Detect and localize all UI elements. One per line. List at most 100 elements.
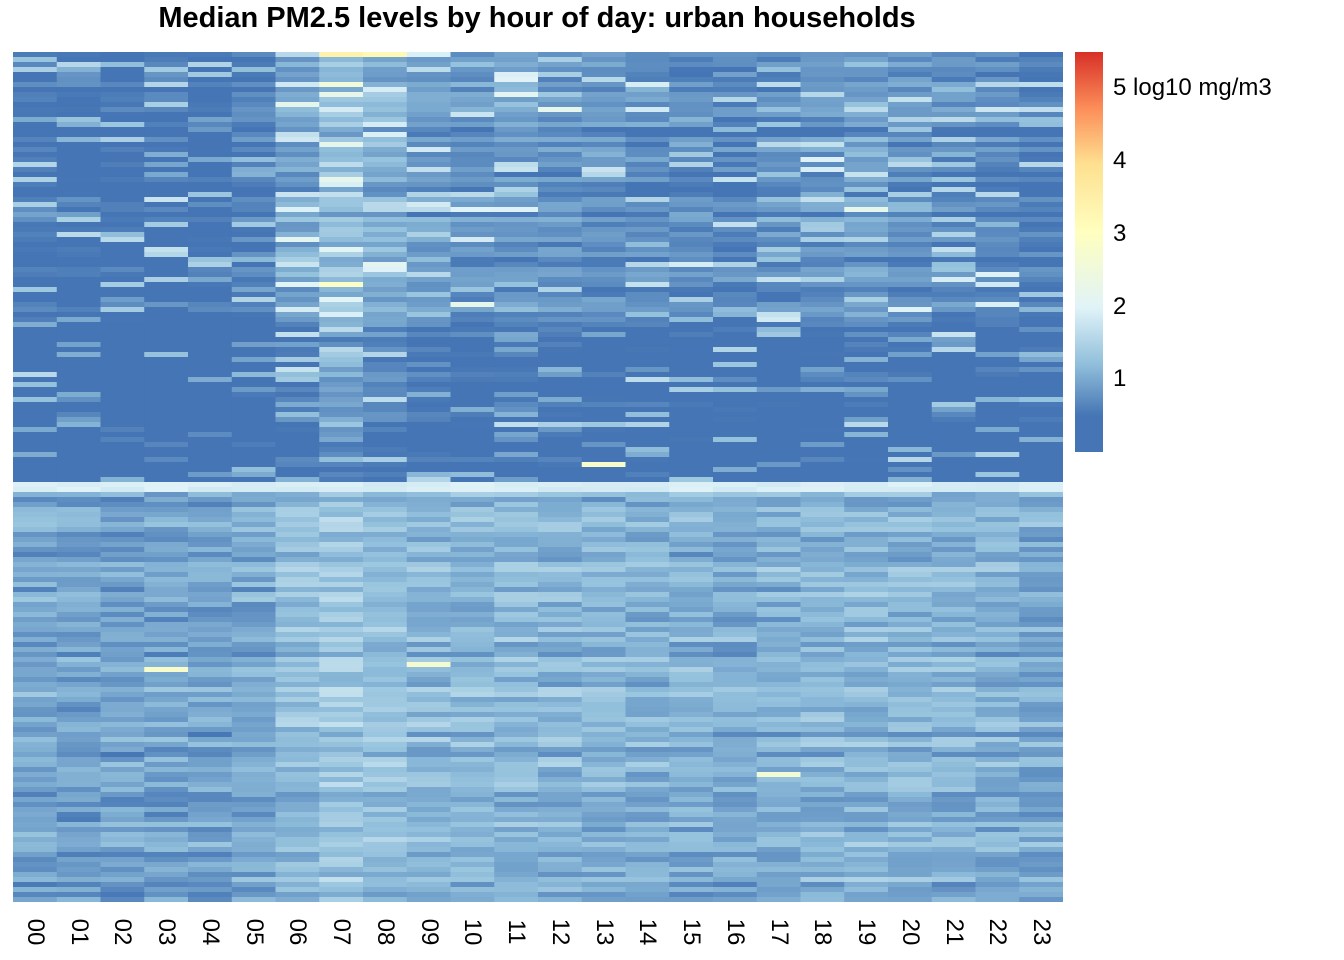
heatmap-cell: [844, 312, 889, 318]
heatmap-cell: [450, 372, 495, 378]
heatmap-cell: [406, 857, 451, 863]
heatmap-cell: [625, 657, 670, 663]
heatmap-cell: [669, 207, 714, 213]
heatmap-cell: [713, 522, 758, 528]
heatmap-cell: [13, 602, 58, 608]
heatmap-cell: [144, 647, 189, 653]
heatmap-cell: [494, 262, 539, 268]
heatmap-cell: [581, 192, 626, 198]
heatmap-cell: [144, 117, 189, 123]
heatmap-cell: [450, 652, 495, 658]
heatmap-cell: [450, 237, 495, 243]
heatmap-cell: [625, 432, 670, 438]
heatmap-cell: [844, 737, 889, 743]
heatmap-cell: [144, 532, 189, 538]
heatmap-cell: [1019, 222, 1063, 228]
heatmap-cell: [231, 262, 276, 268]
heatmap-cell: [231, 302, 276, 308]
heatmap-cell: [450, 277, 495, 283]
heatmap-cell: [800, 322, 845, 328]
heatmap-cell: [800, 92, 845, 98]
heatmap-cell: [450, 442, 495, 448]
heatmap-cell: [844, 887, 889, 893]
heatmap-cell: [844, 492, 889, 498]
heatmap-cell: [494, 102, 539, 108]
heatmap-cell: [100, 412, 145, 418]
heatmap-cell: [144, 162, 189, 168]
heatmap-cell: [669, 512, 714, 518]
heatmap-cell: [231, 757, 276, 763]
heatmap-cell: [713, 332, 758, 338]
heatmap-cell: [56, 567, 101, 573]
heatmap-cell: [931, 747, 976, 753]
heatmap-cell: [363, 77, 408, 83]
heatmap-cell: [188, 172, 233, 178]
heatmap-cell: [713, 807, 758, 813]
heatmap-cell: [13, 157, 58, 163]
heatmap-cell: [538, 457, 583, 463]
heatmap-cell: [888, 872, 933, 878]
heatmap-cell: [494, 427, 539, 433]
heatmap-cell: [56, 847, 101, 853]
heatmap-cell: [406, 867, 451, 873]
heatmap-cell: [975, 167, 1020, 173]
heatmap-cell: [319, 667, 364, 673]
x-tick-label-text: 11: [503, 919, 531, 945]
heatmap-cell: [275, 547, 320, 553]
heatmap-cell: [975, 757, 1020, 763]
heatmap-cell: [144, 862, 189, 868]
heatmap-cell: [494, 452, 539, 458]
heatmap-cell: [975, 672, 1020, 678]
heatmap-cell: [756, 417, 801, 423]
heatmap-cell: [231, 387, 276, 393]
heatmap-cell: [975, 482, 1020, 488]
heatmap-cell: [844, 787, 889, 793]
heatmap-cell: [975, 467, 1020, 473]
heatmap-cell: [188, 842, 233, 848]
heatmap-cell: [450, 452, 495, 458]
heatmap-cell: [363, 667, 408, 673]
heatmap-cell: [625, 142, 670, 148]
heatmap-cell: [713, 817, 758, 823]
heatmap-cell: [494, 837, 539, 843]
heatmap-cell: [363, 537, 408, 543]
heatmap-cell: [231, 122, 276, 128]
heatmap-cell: [931, 227, 976, 233]
heatmap-cell: [625, 277, 670, 283]
heatmap-cell: [625, 787, 670, 793]
heatmap-cell: [931, 647, 976, 653]
heatmap-cell: [363, 842, 408, 848]
heatmap-cell: [494, 672, 539, 678]
heatmap-cell: [888, 237, 933, 243]
heatmap-cell: [713, 587, 758, 593]
heatmap-cell: [406, 107, 451, 113]
x-tick-label: 03: [144, 906, 188, 956]
heatmap-cell: [319, 542, 364, 548]
heatmap-cell: [56, 367, 101, 373]
x-tick-label-text: 09: [415, 918, 443, 946]
heatmap-cell: [581, 682, 626, 688]
heatmap-cell: [1019, 277, 1063, 283]
heatmap-cell: [363, 662, 408, 668]
heatmap-cell: [188, 772, 233, 778]
heatmap-cell: [450, 862, 495, 868]
heatmap-cell: [13, 642, 58, 648]
heatmap-cell: [450, 177, 495, 183]
heatmap-cell: [581, 397, 626, 403]
heatmap-cell: [144, 632, 189, 638]
heatmap-cell: [975, 882, 1020, 888]
heatmap-cell: [406, 547, 451, 553]
heatmap-cell: [756, 757, 801, 763]
heatmap-cell: [406, 457, 451, 463]
heatmap-cell: [756, 722, 801, 728]
heatmap-cell: [844, 532, 889, 538]
heatmap-cell: [363, 52, 408, 58]
heatmap-cell: [56, 707, 101, 713]
heatmap-cell: [538, 637, 583, 643]
heatmap-cell: [538, 242, 583, 248]
heatmap-cell: [319, 827, 364, 833]
heatmap-cell: [363, 382, 408, 388]
heatmap-cell: [1019, 437, 1063, 443]
heatmap-cell: [13, 177, 58, 183]
heatmap-cell: [406, 462, 451, 468]
